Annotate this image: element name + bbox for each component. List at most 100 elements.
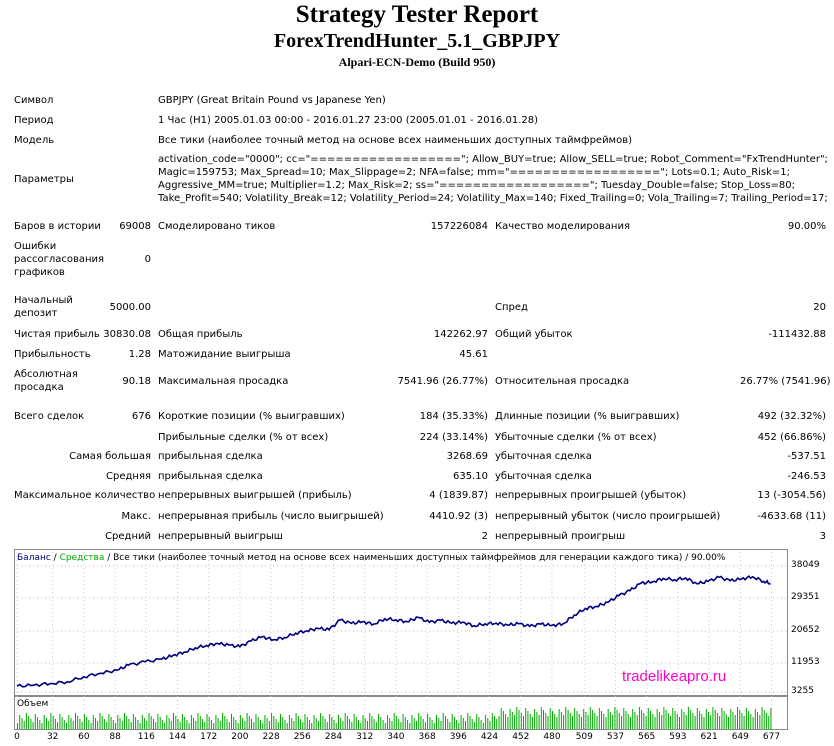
absolute-drawdown-label: Абсолютная просадка	[14, 369, 78, 393]
x-tick-label: 32	[46, 732, 59, 742]
consecutive-profit-value: 4410.92 (3)	[429, 511, 488, 522]
x-tick-label: 228	[262, 732, 280, 742]
x-tick-label: 284	[324, 732, 343, 742]
errors-value: 0	[144, 254, 151, 265]
consecutive-losses-value: 13 (-3054.56)	[757, 490, 826, 501]
report-title: Strategy Tester Report	[295, 1, 539, 28]
x-tick-label: 144	[168, 732, 187, 742]
long-positions-value: 492 (32.32%)	[757, 411, 826, 422]
short-positions-label: Короткие позиции (% выигравших)	[158, 411, 345, 422]
consecutive-loss-value: -4633.68 (11)	[757, 511, 826, 522]
avg-loss-value: -246.53	[787, 471, 826, 482]
model-label: Модель	[14, 135, 55, 146]
largest-loss-label: убыточная сделка	[495, 451, 592, 462]
legend-balance: Баланс	[17, 553, 51, 563]
x-tick-label: 480	[543, 732, 561, 742]
x-tick-label: 509	[575, 732, 593, 742]
relative-drawdown-label: Относительная просадка	[495, 376, 630, 387]
long-positions-label: Длинные позиции (% выигравших)	[495, 411, 680, 422]
x-tick-label: 172	[200, 732, 218, 742]
total-trades-value: 676	[131, 411, 151, 422]
chart-legend: Баланс / Средства / Все тики (наиболее т…	[17, 552, 725, 564]
absolute-drawdown-value: 90.18	[122, 376, 151, 387]
x-tick-label: 116	[137, 732, 155, 742]
x-tick-label: 424	[480, 732, 499, 742]
deposit-value: 5000.00	[109, 302, 151, 313]
spread-value: 20	[813, 302, 826, 313]
x-tick-label: 537	[606, 732, 625, 742]
volume-chart	[14, 696, 788, 730]
gross-loss-label: Общий убыток	[495, 329, 573, 340]
largest-loss-value: -537.51	[787, 451, 826, 462]
x-tick-label: 452	[512, 732, 530, 742]
max-label: Макс.	[121, 511, 151, 522]
average-label: Средняя	[106, 471, 151, 482]
average-consecutive-label: Средний	[105, 531, 151, 542]
avg-consecutive-wins-label: непрерывный выигрыш	[158, 531, 283, 542]
x-tick-label: 396	[449, 732, 467, 742]
consecutive-profit-label: непрерывная прибыль (число выигрышей)	[158, 511, 384, 522]
bars-label: Баров в истории	[14, 221, 101, 232]
symbol-value: GBPJPY (Great Britain Pound vs Japanese …	[158, 95, 386, 106]
consecutive-wins-label: непрерывных выигрышей (прибыль)	[158, 490, 352, 501]
params-line: Magic=159753; Max_Spread=10; Max_Slippag…	[158, 167, 791, 178]
x-tick-label: 593	[669, 732, 687, 742]
x-tick-label: 0	[14, 732, 20, 742]
profit-trades-label: Прибыльные сделки (% от всех)	[158, 432, 329, 443]
avg-win-label: прибыльная сделка	[158, 471, 263, 482]
avg-win-value: 635.10	[453, 471, 488, 482]
y-tick-label: 29351	[791, 592, 820, 602]
y-tick-label: 11953	[791, 657, 820, 667]
y-tick-label: 38049	[791, 560, 820, 570]
x-tick-label: 677	[762, 732, 781, 742]
gross-profit-label: Общая прибыль	[158, 329, 243, 340]
y-tick-label: 20652	[791, 625, 820, 635]
max-drawdown-value: 7541.96 (26.77%)	[397, 376, 488, 387]
params-line: activation_code="0000"; cc="============…	[158, 154, 828, 165]
largest-win-value: 3268.69	[446, 451, 488, 462]
report-server: Alpari-ECN-Demo (Build 950)	[338, 55, 496, 69]
expected-payoff-label: Матожидание выигрыша	[158, 349, 291, 360]
quality-value: 90.00%	[787, 221, 826, 232]
avg-consecutive-losses-value: 3	[819, 531, 826, 542]
max-count-label: Максимальное количество	[14, 490, 156, 501]
model-value: Все тики (наиболее точный метод на основ…	[158, 135, 633, 146]
y-tick-label: 3255	[791, 686, 814, 696]
expected-payoff-value: 45.61	[459, 349, 488, 360]
profit-trades-value: 224 (33.14%)	[419, 432, 488, 443]
volume-label: Объем	[17, 699, 49, 709]
loss-trades-value: 452 (66.86%)	[757, 432, 826, 443]
consecutive-wins-value: 4 (1839.87)	[429, 490, 488, 501]
errors-label: Ошибки рассогласования графиков	[14, 241, 105, 278]
x-tick-label: 621	[700, 732, 718, 742]
x-tick-label: 256	[293, 732, 311, 742]
short-positions-value: 184 (35.33%)	[419, 411, 488, 422]
net-profit-label: Чистая прибыль	[14, 329, 100, 340]
ticks-value: 157226084	[430, 221, 488, 232]
legend-separator: /	[50, 553, 60, 563]
x-tick-label: 368	[418, 732, 436, 742]
params-line: Aggressive_MM=true; Multiplier=1.2; Max_…	[158, 180, 796, 191]
ticks-label: Смоделировано тиков	[158, 221, 276, 232]
x-tick-label: 565	[638, 732, 656, 742]
largest-win-label: прибыльная сделка	[158, 451, 263, 462]
max-drawdown-label: Максимальная просадка	[158, 376, 289, 387]
gross-profit-value: 142262.97	[433, 329, 488, 340]
consecutive-loss-label: непрерывный убыток (число проигрышей)	[495, 511, 721, 522]
x-tick-label: 200	[231, 732, 249, 742]
legend-description: / Все тики (наиболее точный метод на осн…	[104, 553, 726, 563]
symbol-label: Символ	[14, 95, 54, 106]
params-line: Take_Profit=540; Volatility_Break=12; Vo…	[158, 193, 828, 204]
spread-label: Спред	[495, 302, 528, 313]
x-tick-label: 88	[109, 732, 121, 742]
gross-loss-value: -111432.88	[768, 329, 826, 340]
x-tick-label: 60	[78, 732, 90, 742]
avg-consecutive-losses-label: непрерывный проигрыш	[495, 531, 626, 542]
quality-label: Качество моделирования	[495, 221, 630, 232]
loss-trades-label: Убыточные сделки (% от всех)	[495, 432, 657, 443]
legend-equity: Средства	[59, 553, 105, 563]
profit-factor-value: 1.28	[128, 349, 151, 360]
period-label: Период	[14, 115, 54, 126]
params-label: Параметры	[14, 174, 74, 185]
largest-label: Самая большая	[69, 451, 151, 462]
